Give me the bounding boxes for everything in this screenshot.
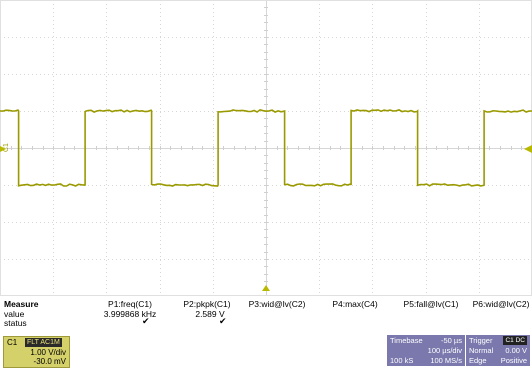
measure-p1-value: 3.999868 kHz xyxy=(103,309,157,319)
c1-marker-label: C1 xyxy=(3,143,10,152)
timebase-tdiv: 100 µs/div xyxy=(427,346,462,355)
trigger-source-badge: C1 DC xyxy=(503,336,527,345)
trigger-mode: Normal xyxy=(469,346,494,355)
channel-coupling-badge: FLT AC1M xyxy=(25,338,62,347)
timebase-descriptor[interactable]: Timebase -50 µs 100 µs/div 100 kS 100 MS… xyxy=(387,335,465,366)
measure-p3-name[interactable]: P3:wid@lv(C2) xyxy=(248,299,306,309)
trigger-level-marker-right xyxy=(524,145,532,153)
trigger-label: Trigger xyxy=(469,336,493,345)
measure-header: Measure xyxy=(4,299,39,309)
timebase-delay: -50 µs xyxy=(441,336,462,345)
measure-row-status-label: status xyxy=(4,318,27,328)
trigger-level: 0.00 V xyxy=(505,346,527,355)
measure-p4-name[interactable]: P4:max(C4) xyxy=(332,299,378,309)
channel-vdiv: 1.00 V/div xyxy=(30,348,66,357)
c1-trace xyxy=(0,109,532,187)
measurement-table: Measure value status P1:freq(C1) 3.99986… xyxy=(0,297,532,333)
trigger-slope: Positive xyxy=(500,356,527,365)
channel-c1-descriptor[interactable]: C1 FLT AC1M 1.00 V/div -30.0 mV xyxy=(3,336,70,368)
timebase-label: Timebase xyxy=(390,336,423,345)
measure-row-value-label: value xyxy=(4,309,25,319)
measure-p1-status-icon: ✔ xyxy=(142,316,150,326)
trigger-position-marker xyxy=(262,285,270,291)
measure-p6-name[interactable]: P6:wid@lv(C2) xyxy=(472,299,530,309)
waveform-display[interactable]: C1 xyxy=(0,0,532,296)
graticule xyxy=(0,0,532,296)
timebase-rate: 100 MS/s xyxy=(430,356,462,365)
measure-p1-name[interactable]: P1:freq(C1) xyxy=(108,299,152,309)
timebase-samples: 100 kS xyxy=(390,356,414,365)
measure-p2-value: 2.589 V xyxy=(195,309,225,319)
measure-p2-status-icon: ✔ xyxy=(219,316,227,326)
measure-p5-name[interactable]: P5:fall@lv(C1) xyxy=(403,299,459,309)
trigger-descriptor[interactable]: Trigger C1 DC Normal 0.00 V Edge Positiv… xyxy=(466,335,530,366)
channel-name: C1 xyxy=(7,338,18,347)
measure-p2-name[interactable]: P2:pkpk(C1) xyxy=(183,299,231,309)
trigger-level-marker-left xyxy=(0,146,6,152)
channel-offset: -30.0 mV xyxy=(33,357,66,366)
trigger-type: Edge xyxy=(469,356,487,365)
